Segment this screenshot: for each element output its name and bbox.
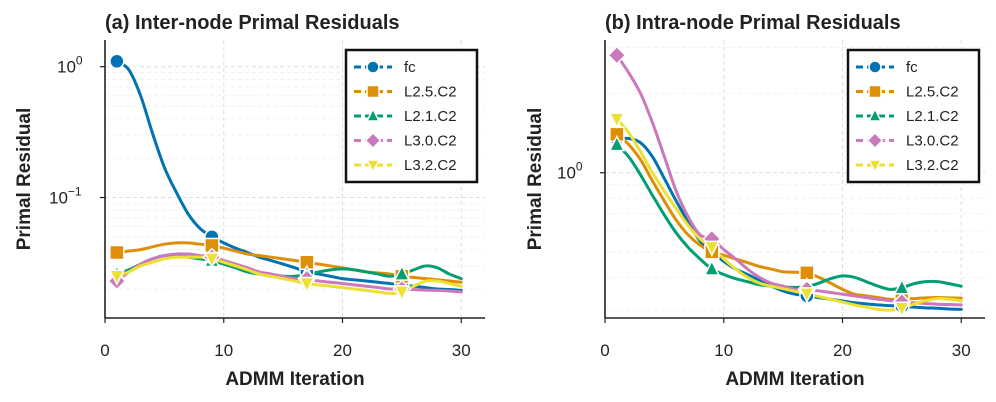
panel-a-x-tick-label: 30: [452, 341, 471, 360]
panel-b-y-tick-exponent: 0: [576, 160, 583, 174]
panel-a-legend-entry: L2.1.C2: [354, 107, 457, 125]
panel-b-legend-label-L3.0.C2: L3.0.C2: [906, 133, 959, 150]
panel-b-y-tick-base: 10: [557, 164, 576, 183]
panel-b-legend-marker-L3.0.C2: [866, 131, 884, 150]
panel-a-legend-marker-L2.5.C2: [366, 84, 380, 99]
panel-a-data-point-L3.2.C2: [108, 269, 126, 286]
panel-b-data-point-L3.2.C2: [703, 240, 721, 258]
panel-b-legend-marker-L2.5.C2: [868, 84, 882, 99]
panel-b-x-axis-label: ADMM Iteration: [725, 369, 864, 390]
panel-b-legend-entry: L3.0.C2: [856, 131, 959, 150]
panel-a-y-tick-exponent: 0: [76, 54, 83, 68]
panel-b-data-point-L3.0.C2: [607, 45, 627, 65]
panel-b-legend-label-L3.2.C2: L3.2.C2: [906, 157, 959, 174]
panel-a-x-tick-label: 10: [214, 341, 233, 360]
panel-a-data-point-L3.2.C2: [203, 252, 221, 269]
panel-b-legend-entry: L3.2.C2: [856, 157, 959, 174]
panel-b-x-tick-label: 10: [714, 341, 733, 360]
panel-a-x-tick-label: 0: [100, 341, 109, 360]
panel-b-y-tick-label: 100: [557, 160, 583, 183]
panel-b-x-tick-label: 0: [600, 341, 609, 360]
panel-b-legend-marker-L3.2.C2: [867, 159, 883, 174]
panel-a-legend-marker-L3.2.C2: [365, 159, 381, 174]
panel-b-data-point-L2.1.C2: [703, 259, 721, 276]
panel-a-title: (a) Inter-node Primal Residuals: [105, 12, 400, 34]
panel-a-x-tick-label: 20: [333, 341, 352, 360]
panel-a-y-tick-base: 10: [49, 189, 68, 208]
panel-a-x-axis-label: ADMM Iteration: [225, 369, 364, 390]
panel-a-y-tick-exponent: −1: [68, 185, 82, 199]
panel-a-legend-label-L2.5.C2: L2.5.C2: [404, 84, 457, 101]
panel-b-y-axis-label: Primal Residual: [525, 108, 546, 251]
panel-a-legend-marker-L2.1.C2: [365, 107, 381, 122]
panel-b-legend-label-fc: fc: [906, 59, 918, 76]
panel-a-legend-label-L3.2.C2: L3.2.C2: [404, 157, 457, 174]
panel-b-legend-entry: L2.5.C2: [856, 84, 959, 101]
panel-b-legend-label-L2.5.C2: L2.5.C2: [906, 84, 959, 101]
panel-b-legend-label-L2.1.C2: L2.1.C2: [906, 108, 959, 125]
panel-a-legend-entry: L3.0.C2: [354, 131, 457, 150]
panel-a-data-point-fc: [109, 53, 125, 70]
panel-b-legend-marker-fc: [868, 60, 882, 74]
panel-b-data-point-L3.2.C2: [798, 287, 816, 304]
panel-b-x-tick-label: 20: [833, 341, 852, 360]
panel-b-data-point-L3.2.C2: [893, 301, 911, 318]
panel-b-legend-entry: L2.1.C2: [856, 107, 959, 125]
panel-a-y-tick-base: 10: [57, 58, 76, 77]
panel-b-x-tick-label: 30: [952, 341, 971, 360]
panel-b-legend-marker-L2.1.C2: [867, 107, 883, 122]
panel-a-legend-label-L3.0.C2: L3.0.C2: [404, 133, 457, 150]
panel-b-legend-entry: fc: [856, 59, 918, 76]
panel-b-series: [607, 45, 963, 318]
panel-b-data-point-L3.2.C2: [608, 112, 626, 129]
panel-a-legend-entry: L2.5.C2: [354, 84, 457, 101]
panel-a-y-axis-label: Primal Residual: [14, 108, 35, 251]
panel-a-legend-label-fc: fc: [404, 59, 416, 76]
panel-a-y-tick-label: 10−1: [49, 185, 82, 208]
panel-a-legend-label-L2.1.C2: L2.1.C2: [404, 108, 457, 125]
panel-b-legend: fc L2.5.C2 L2.1.C2 L3.0.C2 L3.2.C2: [846, 48, 981, 184]
panel-a-data-point-L3.2.C2: [298, 276, 316, 294]
panel-a-legend-entry: fc: [354, 59, 416, 76]
panel-b-title: (b) Intra-node Primal Residuals: [605, 12, 901, 34]
panel-a-legend-marker-fc: [366, 60, 380, 74]
panel-a-legend-entry: L3.2.C2: [354, 157, 457, 174]
panel-b-data-point-L2.1.C2: [608, 134, 626, 152]
panel-a-legend: fc L2.5.C2 L2.1.C2 L3.0.C2 L3.2.C2: [344, 48, 479, 184]
panel-a-legend-marker-L3.0.C2: [364, 131, 382, 150]
panel-a-data-point-L3.2.C2: [393, 285, 411, 302]
panel-a-data-point-L2.5.C2: [109, 244, 125, 261]
panel-a-series: [107, 53, 463, 302]
panel-a-y-tick-label: 100: [57, 54, 83, 77]
